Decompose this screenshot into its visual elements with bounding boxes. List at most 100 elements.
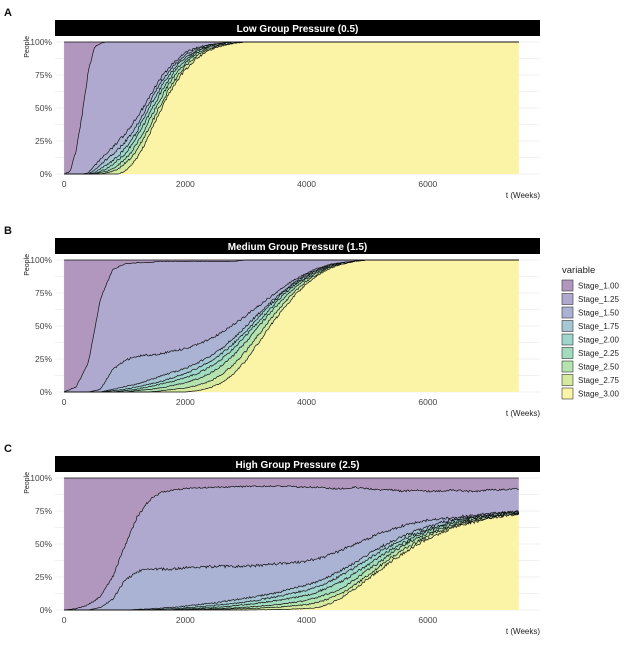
y-tick-labels: 0% 25% 50% 75% 100% (30, 37, 52, 179)
x-tick-label: 6000 (418, 179, 437, 189)
band-stage-1-25 (64, 260, 519, 392)
legend-label: Stage_2.75 (578, 376, 619, 385)
band-stage-1-50 (64, 510, 519, 610)
y-tick-label: 75% (35, 70, 52, 80)
panel-c: C High Group Pressure (2.5) 0% 25% 50% 75% 100… (4, 443, 540, 636)
panel-letter: A (4, 7, 12, 19)
area-bands (64, 478, 519, 610)
boundary-lines (63, 259, 519, 393)
legend-swatch (561, 360, 574, 373)
legend-swatch (561, 293, 574, 305)
boundary-line (64, 510, 520, 611)
y-tick-label: 75% (35, 288, 52, 298)
band-stage-1-25 (64, 42, 519, 174)
legend-item: Stage_2.25 (561, 347, 619, 359)
area-bands (64, 42, 519, 174)
panel-title: High Group Pressure (2.5) (236, 460, 360, 471)
x-tick-label: 0 (62, 615, 67, 625)
legend-swatch (561, 279, 574, 292)
band-stage-1-00 (64, 478, 519, 610)
y-tick-label: 50% (35, 321, 52, 331)
legend-item: Stage_1.00 (561, 279, 619, 292)
legend: variable Stage_1.00Stage_1.25Stage_1.50S… (561, 265, 619, 400)
legend-items: Stage_1.00 Stage_1.25 Stage_1.50 Stage_1.75… (561, 279, 619, 400)
panel-a: A Low Group Pressure (0.5) 0% 25% 50% 75% 100%… (4, 7, 540, 200)
legend-item: Stage_2.75 (561, 374, 619, 386)
legend-item: Stage_1.75 (561, 320, 619, 332)
x-tick-label: 4000 (297, 615, 316, 625)
x-tick-labels: 0 2000 4000 6000 (62, 397, 438, 407)
legend-swatch (561, 333, 574, 346)
y-tick-label: 50% (35, 103, 52, 113)
y-tick-label: 0% (40, 169, 53, 179)
band-stage-1-75 (64, 42, 519, 174)
boundary-line (64, 510, 520, 611)
band-stage-3-00 (64, 260, 519, 392)
legend-swatch (561, 306, 574, 319)
legend-label: Stage_2.50 (578, 363, 619, 372)
band-stage-3-00 (64, 513, 519, 610)
band-stage-3-00 (64, 42, 519, 174)
y-axis-label: People (24, 472, 31, 494)
y-tick-label: 0% (40, 387, 53, 397)
y-tick-label: 25% (35, 136, 52, 146)
y-tick-label: 25% (35, 354, 52, 364)
legend-label: Stage_3.00 (578, 390, 619, 399)
y-tick-labels: 0% 25% 50% 75% 100% (30, 473, 52, 615)
legend-swatch (561, 347, 574, 359)
y-tick-label: 100% (30, 473, 52, 483)
title-strip (55, 20, 540, 36)
legend-label: Stage_2.25 (578, 349, 619, 358)
boundary-lines (64, 41, 519, 175)
x-tick-label: 2000 (176, 179, 195, 189)
y-tick-label: 75% (35, 506, 52, 516)
legend-item: Stage_2.00 (561, 333, 619, 346)
band-stage-1-25 (64, 485, 519, 610)
legend-label: Stage_1.50 (578, 309, 619, 318)
y-tick-label: 50% (35, 539, 52, 549)
x-tick-label: 2000 (176, 397, 195, 407)
x-tick-labels: 0 2000 4000 6000 (62, 615, 438, 625)
boundary-line (64, 510, 520, 611)
x-tick-label: 2000 (176, 615, 195, 625)
area-bands (64, 260, 519, 392)
y-axis-label: People (24, 36, 31, 58)
legend-label: Stage_1.00 (578, 282, 619, 291)
x-tick-labels: 0 2000 4000 6000 (62, 179, 438, 189)
x-tick-label: 4000 (297, 397, 316, 407)
legend-item: Stage_3.00 (561, 387, 619, 400)
boundary-lines (64, 477, 520, 611)
y-tick-label: 100% (30, 255, 52, 265)
panel-title: Low Group Pressure (0.5) (237, 24, 359, 35)
legend-swatch (561, 320, 574, 332)
legend-item: Stage_1.50 (561, 306, 619, 319)
legend-title: variable (562, 265, 595, 276)
legend-item: Stage_1.25 (561, 293, 619, 305)
y-tick-label: 100% (30, 37, 52, 47)
legend-swatch (561, 374, 574, 386)
band-stage-1-00 (64, 260, 519, 392)
x-tick-label: 6000 (418, 615, 437, 625)
legend-label: Stage_1.75 (578, 322, 619, 331)
legend-label: Stage_1.25 (578, 295, 619, 304)
y-axis-label: People (24, 254, 31, 276)
x-tick-label: 6000 (418, 397, 437, 407)
panel-title: Medium Group Pressure (1.5) (228, 242, 367, 253)
panel-b: B Medium Group Pressure (1.5) 0% 25% 50% 75% 1… (4, 225, 540, 418)
x-axis-label: t (Weeks) (506, 409, 540, 418)
x-tick-label: 0 (62, 179, 67, 189)
panel-letter: B (4, 225, 12, 237)
y-tick-label: 0% (40, 605, 53, 615)
legend-item: Stage_2.50 (561, 360, 619, 373)
x-axis-label: t (Weeks) (506, 627, 540, 636)
legend-label: Stage_2.00 (578, 336, 619, 345)
y-tick-labels: 0% 25% 50% 75% 100% (30, 255, 52, 397)
band-stage-1-50 (64, 260, 519, 392)
boundary-line (64, 485, 519, 611)
legend-swatch (561, 387, 574, 400)
band-stage-1-75 (64, 511, 519, 610)
x-axis-label: t (Weeks) (506, 191, 540, 200)
y-tick-label: 25% (35, 572, 52, 582)
title-strip (55, 456, 540, 472)
